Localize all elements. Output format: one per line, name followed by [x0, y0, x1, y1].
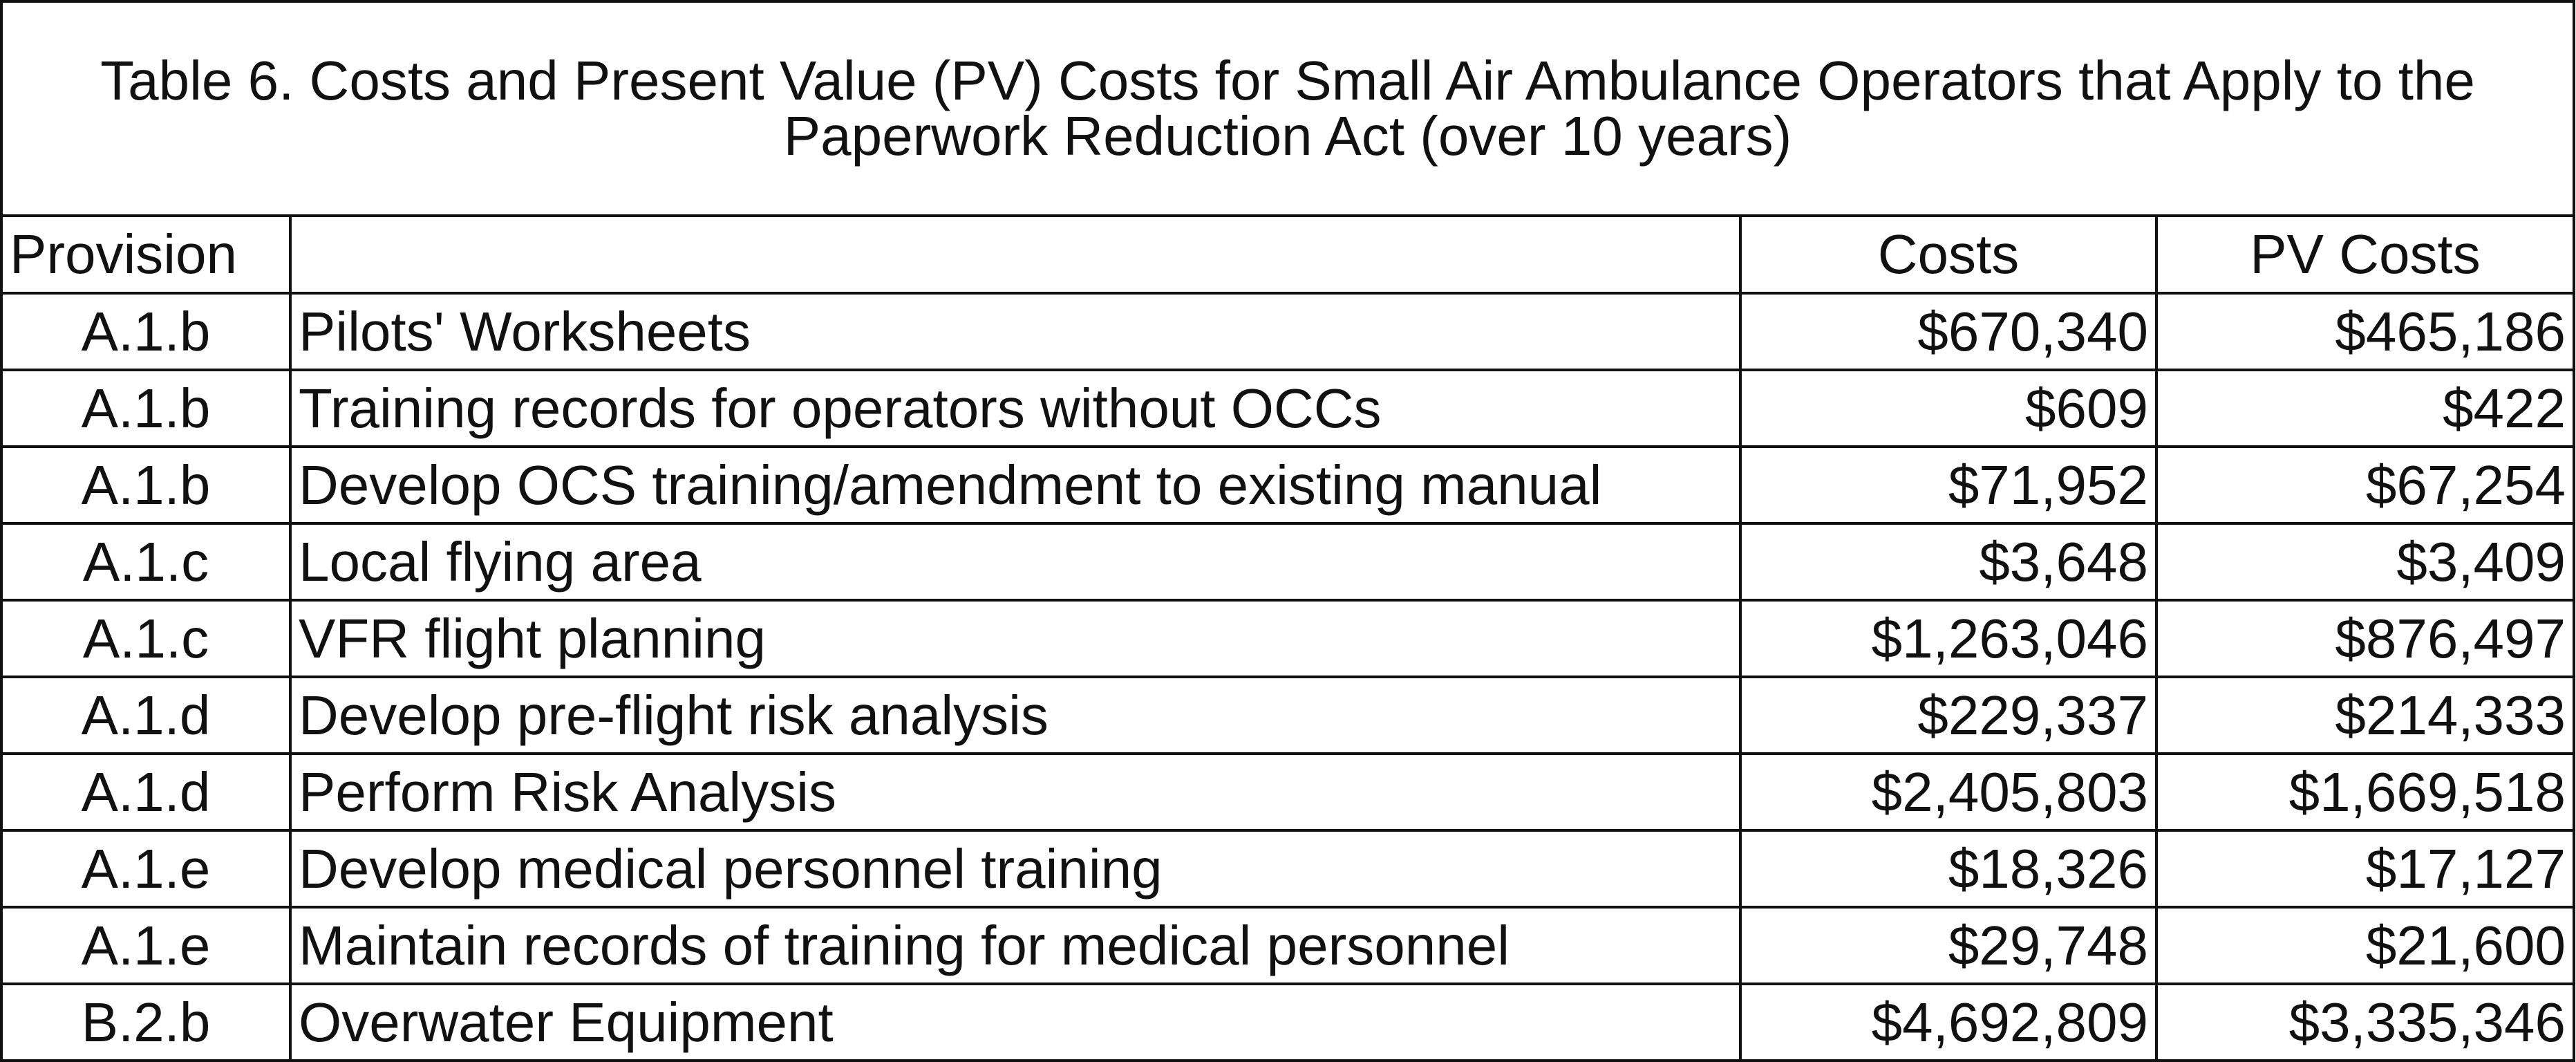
costs-cell: $670,340 — [1739, 292, 2158, 371]
provision-cell: A.1.b — [0, 369, 292, 448]
pv-costs-cell: $214,333 — [2154, 676, 2576, 755]
table-row: A.1.c Local flying area $3,648 $3,409 — [0, 522, 2576, 602]
description-cell: Maintain records of training for medical… — [289, 906, 1742, 985]
costs-cell: $229,337 — [1739, 676, 2158, 755]
costs-cell: $4,692,809 — [1739, 982, 2158, 1062]
table-row: A.1.d Develop pre-flight risk analysis $… — [0, 676, 2576, 755]
pv-costs-cell: $17,127 — [2154, 829, 2576, 909]
provision-cell: B.2.b — [0, 982, 292, 1062]
description-cell: Local flying area — [289, 522, 1742, 602]
header-costs: Costs — [1739, 214, 2158, 295]
table-row: A.1.b Pilots' Worksheets $670,340 $465,1… — [0, 292, 2576, 371]
description-cell: Pilots' Worksheets — [289, 292, 1742, 371]
provision-cell: A.1.e — [0, 906, 292, 985]
table-row: A.1.e Maintain records of training for m… — [0, 906, 2576, 985]
table-header-row: Provision Costs PV Costs — [0, 214, 2576, 295]
table-title-line-1: Table 6. Costs and Present Value (PV) Co… — [100, 50, 2475, 111]
provision-cell: A.1.d — [0, 676, 292, 755]
table-title-row: Table 6. Costs and Present Value (PV) Co… — [0, 0, 2576, 217]
pv-costs-cell: $3,335,346 — [2154, 982, 2576, 1062]
description-cell: Overwater Equipment — [289, 982, 1742, 1062]
table-row: B.2.b Overwater Equipment $4,692,809 $3,… — [0, 982, 2576, 1062]
table-row: A.1.b Training records for operators wit… — [0, 369, 2576, 448]
costs-cell: $71,952 — [1739, 445, 2158, 525]
pv-costs-cell: $876,497 — [2154, 599, 2576, 678]
table-row: A.1.c VFR flight planning $1,263,046 $87… — [0, 599, 2576, 678]
provision-cell: A.1.b — [0, 292, 292, 371]
provision-cell: A.1.c — [0, 522, 292, 602]
pv-costs-cell: $422 — [2154, 369, 2576, 448]
description-cell: Perform Risk Analysis — [289, 752, 1742, 832]
table-row: A.1.e Develop medical personnel training… — [0, 829, 2576, 909]
pv-costs-cell: $1,669,518 — [2154, 752, 2576, 832]
costs-cell: $1,263,046 — [1739, 599, 2158, 678]
description-cell: Training records for operators without O… — [289, 369, 1742, 448]
header-pv-costs: PV Costs — [2154, 214, 2576, 295]
table-title: Table 6. Costs and Present Value (PV) Co… — [0, 0, 2576, 217]
header-description — [289, 214, 1742, 295]
pv-costs-cell: $67,254 — [2154, 445, 2576, 525]
costs-cell: $2,405,803 — [1739, 752, 2158, 832]
pv-costs-cell: $3,409 — [2154, 522, 2576, 602]
provision-cell: A.1.e — [0, 829, 292, 909]
pv-costs-cell: $21,600 — [2154, 906, 2576, 985]
description-cell: Develop pre-flight risk analysis — [289, 676, 1742, 755]
description-cell: Develop medical personnel training — [289, 829, 1742, 909]
provision-cell: A.1.c — [0, 599, 292, 678]
header-provision: Provision — [0, 214, 292, 295]
costs-cell: $18,326 — [1739, 829, 2158, 909]
table-row: A.1.b Develop OCS training/amendment to … — [0, 445, 2576, 525]
table-title-line-2: Paperwork Reduction Act (over 10 years) — [783, 105, 1792, 167]
description-cell: Develop OCS training/amendment to existi… — [289, 445, 1742, 525]
costs-cell: $3,648 — [1739, 522, 2158, 602]
description-cell: VFR flight planning — [289, 599, 1742, 678]
pv-costs-cell: $465,186 — [2154, 292, 2576, 371]
provision-cell: A.1.d — [0, 752, 292, 832]
costs-cell: $609 — [1739, 369, 2158, 448]
table-row: A.1.d Perform Risk Analysis $2,405,803 $… — [0, 752, 2576, 832]
costs-cell: $29,748 — [1739, 906, 2158, 985]
provision-cell: A.1.b — [0, 445, 292, 525]
